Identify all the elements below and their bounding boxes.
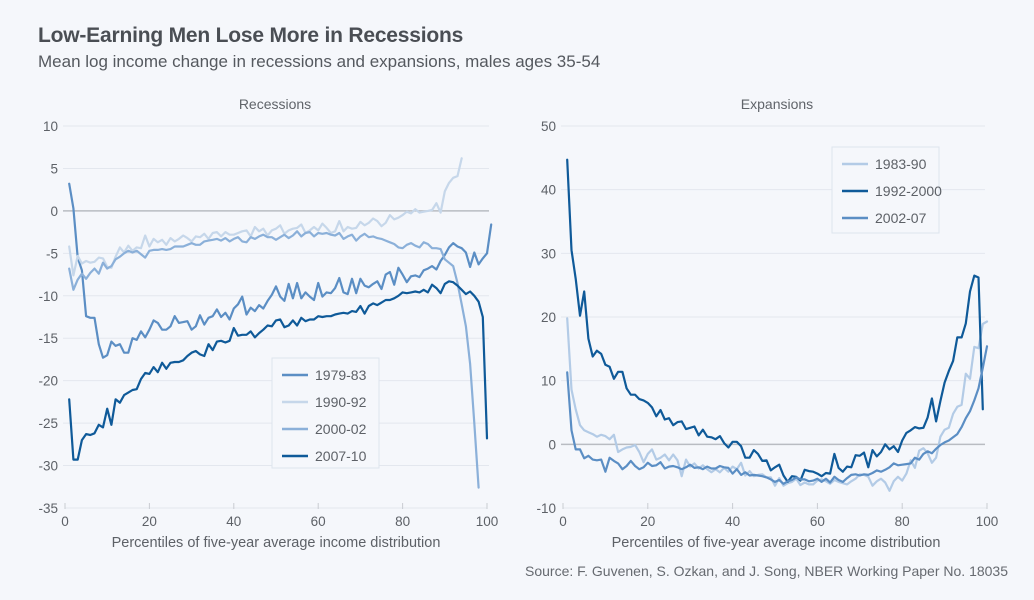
series-line-1992-2000 — [566, 158, 984, 483]
source-note: Source: F. Guvenen, S. Ozkan, and J. Son… — [525, 563, 1008, 579]
expansions-legend: 1983-90 1992-2000 2002-07 — [831, 146, 942, 234]
legend-label: 2000-02 — [315, 421, 367, 437]
x-tick-label: 40 — [725, 514, 740, 529]
y-tick-label: 10 — [43, 119, 58, 134]
x-tick-label: 0 — [559, 514, 567, 529]
expansions-series — [566, 158, 989, 492]
y-tick-label: 10 — [541, 374, 556, 389]
chart-subtitle: Mean log income change in recessions and… — [38, 52, 601, 71]
series-line-1979-83 — [68, 182, 493, 359]
x-tick-label: 60 — [810, 514, 825, 529]
x-tick-label: 80 — [395, 514, 410, 529]
recessions-panel-title: Recessions — [239, 96, 311, 112]
y-tick-label: 40 — [541, 183, 556, 198]
series-line-2002-07 — [566, 345, 989, 485]
y-tick-label: -25 — [38, 416, 58, 431]
y-tick-label: -10 — [536, 501, 556, 516]
x-tick-label: 100 — [976, 514, 999, 529]
y-tick-label: 5 — [50, 161, 58, 176]
recessions-x-axis-label: Percentiles of five-year average income … — [112, 535, 441, 551]
recessions-x-axis: 0 20 40 60 80 100 — [61, 503, 498, 529]
expansions-x-axis: 0 20 40 60 80 100 — [559, 503, 998, 529]
x-tick-label: 80 — [895, 514, 910, 529]
series-line-2000-02 — [68, 230, 480, 489]
x-tick-label: 40 — [226, 514, 241, 529]
y-tick-label: -10 — [38, 289, 58, 304]
expansions-y-axis: 50 40 30 20 10 0 -10 — [536, 119, 556, 516]
y-tick-label: 0 — [548, 437, 556, 452]
y-tick-label: 30 — [541, 246, 556, 261]
expansions-x-axis-label: Percentiles of five-year average income … — [612, 535, 941, 551]
recessions-y-axis: 10 5 0 -5 -10 -15 -20 -25 -30 -35 — [38, 119, 58, 516]
legend-label: 1990-92 — [315, 394, 367, 410]
x-tick-label: 100 — [476, 514, 499, 529]
y-tick-label: 0 — [50, 204, 58, 219]
x-tick-label: 20 — [142, 514, 157, 529]
y-tick-label: 50 — [541, 119, 556, 134]
y-tick-label: -20 — [38, 374, 58, 389]
legend-label: 2007-10 — [315, 448, 367, 464]
chart-title: Low-Earning Men Lose More in Recessions — [38, 24, 464, 47]
y-tick-label: -15 — [38, 331, 58, 346]
series-line-1990-92 — [68, 157, 463, 277]
recessions-series — [68, 157, 493, 489]
legend-box — [271, 357, 380, 469]
y-tick-label: -5 — [46, 246, 58, 261]
y-tick-label: 20 — [541, 310, 556, 325]
y-tick-label: -35 — [38, 501, 58, 516]
legend-label: 1979-83 — [315, 367, 367, 383]
expansions-panel-title: Expansions — [741, 96, 813, 112]
legend-label: 2002-07 — [875, 210, 927, 226]
x-tick-label: 20 — [640, 514, 655, 529]
series-line-2007-10 — [68, 280, 489, 461]
x-tick-label: 60 — [311, 514, 326, 529]
legend-label: 1992-2000 — [875, 183, 942, 199]
recessions-legend: 1979-83 1990-92 2000-02 2007-10 — [271, 357, 380, 469]
y-tick-label: -30 — [38, 459, 58, 474]
x-tick-label: 0 — [61, 514, 69, 529]
recessions-panel: Recessions 10 5 0 -5 -10 -15 -20 -25 -30 -35 0 20 4… — [38, 96, 498, 551]
legend-label: 1983-90 — [875, 156, 927, 172]
